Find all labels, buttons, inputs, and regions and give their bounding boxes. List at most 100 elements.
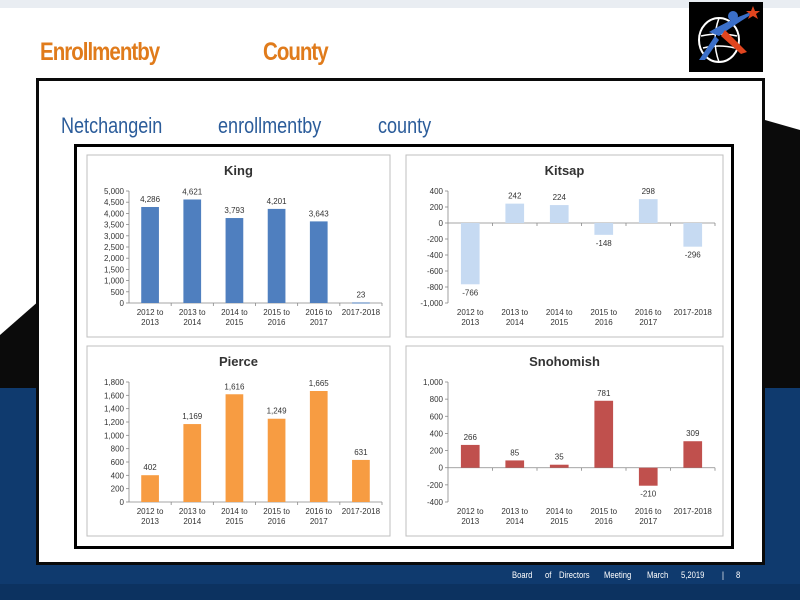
slide-title-part2: County [263, 38, 329, 66]
kitsap-category-label: 2014 to 2015 [546, 308, 573, 327]
footer-separator: | [722, 570, 724, 580]
king-category-label: 2013 to 2014 [179, 308, 206, 327]
king-ytick-label: 0 [120, 299, 125, 308]
pierce-ytick-label: 200 [111, 485, 125, 494]
king-ytick-label: 2,000 [104, 254, 125, 263]
pierce-category-label: 2014 to 2015 [221, 507, 248, 526]
king-ytick-label: 3,000 [104, 232, 125, 241]
king-category-label: 2012 to 2013 [137, 308, 164, 327]
king-bar [183, 199, 202, 303]
pierce-data-label: 1,665 [309, 379, 330, 388]
pierce-ytick-label: 1,000 [104, 431, 125, 440]
pierce-data-label: 1,616 [224, 382, 245, 391]
kitsap-ytick-label: -1,000 [420, 299, 443, 308]
subtitle-part3: county [378, 113, 432, 138]
snohomish-category-label: 2016 to 2017 [635, 507, 662, 526]
pierce-ytick-label: 1,400 [104, 405, 125, 414]
kitsap-chart-title: Kitsap [545, 163, 585, 178]
snohomish-ytick-label: 0 [439, 464, 444, 473]
king-data-label: 23 [356, 290, 365, 299]
subtitle-part1: Netchangein [61, 113, 163, 138]
king-bar [141, 206, 159, 303]
king-chart-title: King [224, 163, 253, 178]
pierce-ytick-label: 800 [111, 445, 125, 454]
kitsap-chart-frame [405, 154, 724, 338]
kitsap-bar [549, 205, 569, 223]
footer-page-number: 8 [736, 570, 741, 580]
king-ytick-label: 5,000 [104, 187, 125, 196]
king-ytick-label: 1,000 [104, 277, 125, 286]
kitsap-data-label: -296 [685, 251, 702, 260]
kitsap-bar [505, 203, 525, 223]
kitsap-category-label: 2015 to 2016 [590, 308, 617, 327]
kitsap-bar [594, 223, 614, 235]
kitsap-data-label: 298 [642, 187, 656, 196]
kitsap-data-label: -148 [596, 239, 613, 248]
pierce-chart-title: Pierce [219, 354, 258, 369]
footer: Board of Directors Meeting March 5,2019 … [0, 570, 800, 586]
snohomish-bar [594, 400, 614, 468]
snohomish-data-label: 266 [464, 433, 478, 442]
snohomish-bar [638, 467, 658, 486]
footer-word-march: March [647, 570, 669, 580]
snohomish-ytick-label: 1,000 [423, 378, 444, 387]
pierce-ytick-label: 600 [111, 458, 125, 467]
pierce-ytick-label: 0 [120, 498, 125, 507]
kitsap-ytick-label: -200 [427, 235, 444, 244]
pierce-ytick-label: 1,800 [104, 378, 125, 387]
snohomish-ytick-label: 800 [430, 395, 444, 404]
kitsap-ytick-label: 200 [430, 203, 444, 212]
pierce-bar [352, 459, 370, 502]
pierce-data-label: 631 [354, 448, 368, 457]
pierce-ytick-label: 1,200 [104, 418, 125, 427]
pierce-data-label: 1,249 [267, 407, 288, 416]
king-category-label: 2014 to 2015 [221, 308, 248, 327]
snohomish-data-label: 309 [686, 429, 700, 438]
pierce-category-label: 2017-2018 [342, 507, 381, 516]
snohomish-data-label: -210 [640, 490, 657, 499]
kitsap-ytick-label: 400 [430, 187, 444, 196]
footer-word-meeting: Meeting [604, 570, 632, 580]
king-ytick-label: 4,500 [104, 198, 125, 207]
king-data-label: 4,286 [140, 195, 161, 204]
kitsap-category-label: 2012 to 2013 [457, 308, 484, 327]
logo [689, 2, 763, 72]
king-category-label: 2017-2018 [342, 308, 381, 317]
snohomish-category-label: 2012 to 2013 [457, 507, 484, 526]
kitsap-data-label: 242 [508, 192, 522, 201]
snohomish-data-label: 781 [597, 389, 611, 398]
snohomish-category-label: 2013 to 2014 [501, 507, 528, 526]
snohomish-bar [505, 460, 525, 468]
king-category-label: 2015 to 2016 [263, 308, 290, 327]
king-bar [225, 218, 244, 303]
pierce-ytick-label: 1,600 [104, 391, 125, 400]
subtitle-part2: enrollmentby [218, 113, 322, 138]
footer-word-of: of [545, 570, 552, 580]
snohomish-ytick-label: 400 [430, 429, 444, 438]
footer-word-board: Board [512, 570, 533, 580]
snohomish-data-label: 35 [555, 453, 564, 462]
snohomish-chart-title: Snohomish [529, 354, 600, 369]
footer-word-directors: Directors [559, 570, 590, 580]
snohomish-ytick-label: 600 [430, 412, 444, 421]
kitsap-category-label: 2016 to 2017 [635, 308, 662, 327]
kitsap-data-label: -766 [462, 288, 479, 297]
pierce-data-label: 402 [143, 463, 157, 472]
charts-panel: King 0 500 1,000 1,500 2,000 2,500 3,000 3,500 4,… [74, 144, 734, 549]
kitsap-ytick-label: -600 [427, 267, 444, 276]
kitsap-ytick-label: -400 [427, 251, 444, 260]
pierce-category-label: 2013 to 2014 [179, 507, 206, 526]
snohomish-ytick-label: 200 [430, 447, 444, 456]
snohomish-data-label: 85 [510, 448, 519, 457]
slide-title-part1: Enrollmentby [40, 38, 160, 66]
king-data-label: 4,621 [182, 187, 203, 196]
king-bar [309, 221, 328, 303]
king-ytick-label: 1,500 [104, 265, 125, 274]
snohomish-ytick-label: -200 [427, 481, 444, 490]
pierce-bar [225, 394, 244, 502]
kitsap-category-label: 2017-2018 [674, 308, 713, 317]
snohomish-category-label: 2014 to 2015 [546, 507, 573, 526]
kitsap-bar [638, 199, 658, 223]
snohomish-bar [683, 441, 703, 468]
snohomish-ytick-label: -400 [427, 498, 444, 507]
